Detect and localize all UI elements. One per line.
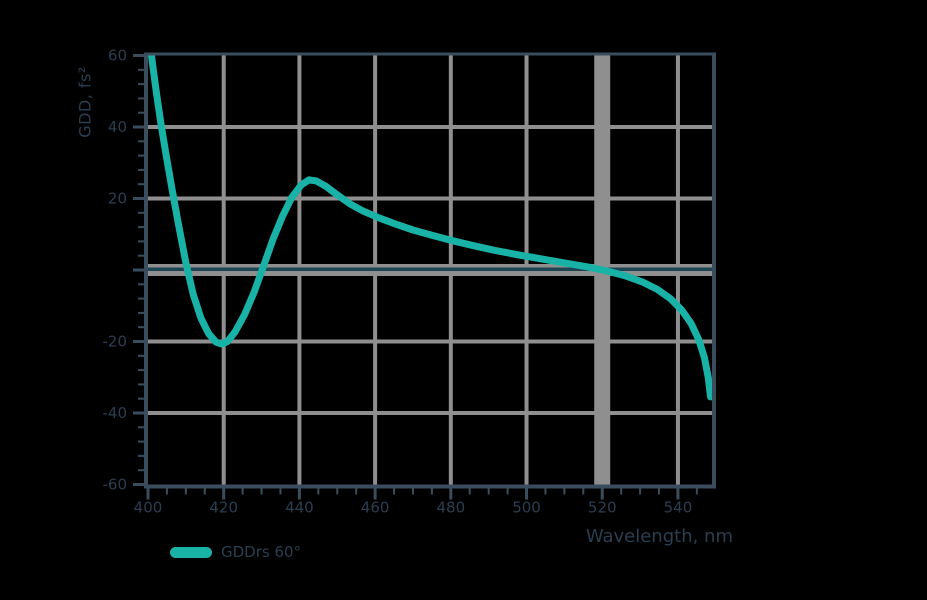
y-major-tick — [133, 125, 145, 129]
y-axis-line — [144, 52, 148, 489]
legend: GDDrs 60° — [170, 543, 301, 561]
x-tick-label: 440 — [285, 499, 314, 517]
y-minor-tick — [138, 168, 145, 171]
y-minor-tick — [138, 240, 145, 243]
y-major-tick — [133, 54, 145, 57]
gridline-horizontal — [148, 411, 712, 415]
x-major-tick — [449, 487, 453, 500]
x-minor-tick — [487, 487, 490, 495]
y-major-tick — [133, 411, 145, 415]
x-axis-title: Wavelength, nm — [585, 526, 733, 547]
gdd-curve — [148, 55, 712, 401]
x-tick-label: 460 — [361, 499, 390, 517]
y-minor-tick — [138, 283, 145, 286]
y-tick-label: 20 — [108, 190, 127, 208]
y-minor-tick — [138, 226, 145, 229]
y-minor-tick — [138, 297, 145, 300]
y-major-tick — [133, 340, 145, 343]
x-major-tick — [222, 487, 226, 500]
y-tick-label: -20 — [103, 333, 128, 351]
y-minor-tick — [138, 311, 145, 314]
x-tick-label: 540 — [664, 499, 693, 517]
legend-swatch — [170, 546, 212, 558]
x-minor-tick — [506, 487, 509, 495]
x-major-tick — [373, 487, 377, 500]
y-minor-tick — [138, 211, 145, 214]
x-major-tick — [297, 487, 301, 500]
y-axis-title: GDD, fs² — [75, 66, 95, 138]
frame-right — [712, 52, 716, 489]
gridline-horizontal — [148, 339, 712, 344]
x-major-tick — [525, 487, 529, 500]
y-minor-tick — [138, 440, 145, 443]
y-minor-tick — [138, 140, 145, 143]
x-minor-tick — [695, 487, 698, 495]
x-minor-tick — [620, 487, 623, 495]
x-minor-tick — [582, 487, 585, 495]
x-minor-tick — [165, 487, 168, 495]
x-minor-tick — [639, 487, 642, 495]
x-minor-tick — [544, 487, 547, 495]
frame-top — [144, 52, 716, 56]
y-major-tick — [133, 483, 145, 486]
zero-line — [148, 267, 712, 271]
x-minor-tick — [430, 487, 433, 495]
x-major-tick — [676, 487, 680, 500]
y-minor-tick — [138, 111, 145, 114]
x-minor-tick — [393, 487, 396, 495]
x-minor-tick — [355, 487, 358, 495]
gridline-horizontal — [148, 125, 712, 129]
x-minor-tick — [563, 487, 566, 495]
y-tick-label: -40 — [103, 404, 128, 422]
y-minor-tick — [138, 426, 145, 429]
x-tick-label: 500 — [512, 499, 541, 517]
x-minor-tick — [336, 487, 339, 495]
x-minor-tick — [468, 487, 471, 495]
gridline-horizontal — [148, 196, 712, 201]
x-tick-label: 520 — [588, 499, 617, 517]
x-major-tick — [146, 487, 150, 500]
y-minor-tick — [138, 183, 145, 186]
y-major-tick — [133, 197, 145, 200]
x-minor-tick — [658, 487, 661, 495]
y-minor-tick — [138, 326, 145, 329]
y-tick-label: 60 — [108, 47, 127, 65]
y-minor-tick — [138, 397, 145, 400]
x-major-tick — [600, 487, 604, 500]
y-minor-tick — [138, 354, 145, 357]
y-minor-tick — [138, 369, 145, 372]
x-minor-tick — [317, 487, 320, 495]
x-minor-tick — [184, 487, 187, 495]
y-tick-label: 40 — [108, 118, 127, 136]
legend-label: GDDrs 60° — [221, 543, 302, 561]
x-minor-tick — [260, 487, 263, 495]
x-minor-tick — [279, 487, 282, 495]
y-minor-tick — [138, 254, 145, 257]
y-minor-tick — [138, 97, 145, 100]
y-minor-tick — [138, 83, 145, 86]
x-tick-label: 400 — [134, 499, 163, 517]
x-minor-tick — [411, 487, 414, 495]
y-major-tick — [133, 268, 145, 272]
y-minor-tick — [138, 454, 145, 457]
y-minor-tick — [138, 469, 145, 472]
x-minor-tick — [203, 487, 206, 495]
x-minor-tick — [241, 487, 244, 495]
x-tick-label: 420 — [209, 499, 238, 517]
x-tick-label: 480 — [436, 499, 465, 517]
y-minor-tick — [138, 383, 145, 386]
y-tick-label: -60 — [103, 476, 128, 494]
x-axis-line — [144, 484, 716, 489]
y-minor-tick — [138, 68, 145, 71]
y-minor-tick — [138, 154, 145, 157]
